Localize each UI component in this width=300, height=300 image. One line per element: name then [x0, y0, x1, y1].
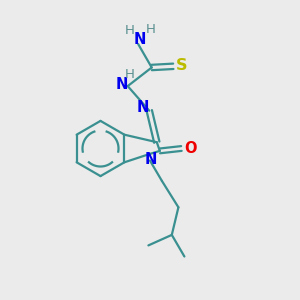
Text: S: S: [176, 58, 188, 73]
Text: H: H: [125, 24, 135, 38]
Text: N: N: [136, 100, 149, 115]
Text: N: N: [144, 152, 157, 167]
Text: N: N: [133, 32, 145, 47]
Text: O: O: [184, 141, 197, 156]
Text: H: H: [124, 68, 134, 81]
Text: N: N: [116, 77, 128, 92]
Text: H: H: [146, 22, 156, 36]
